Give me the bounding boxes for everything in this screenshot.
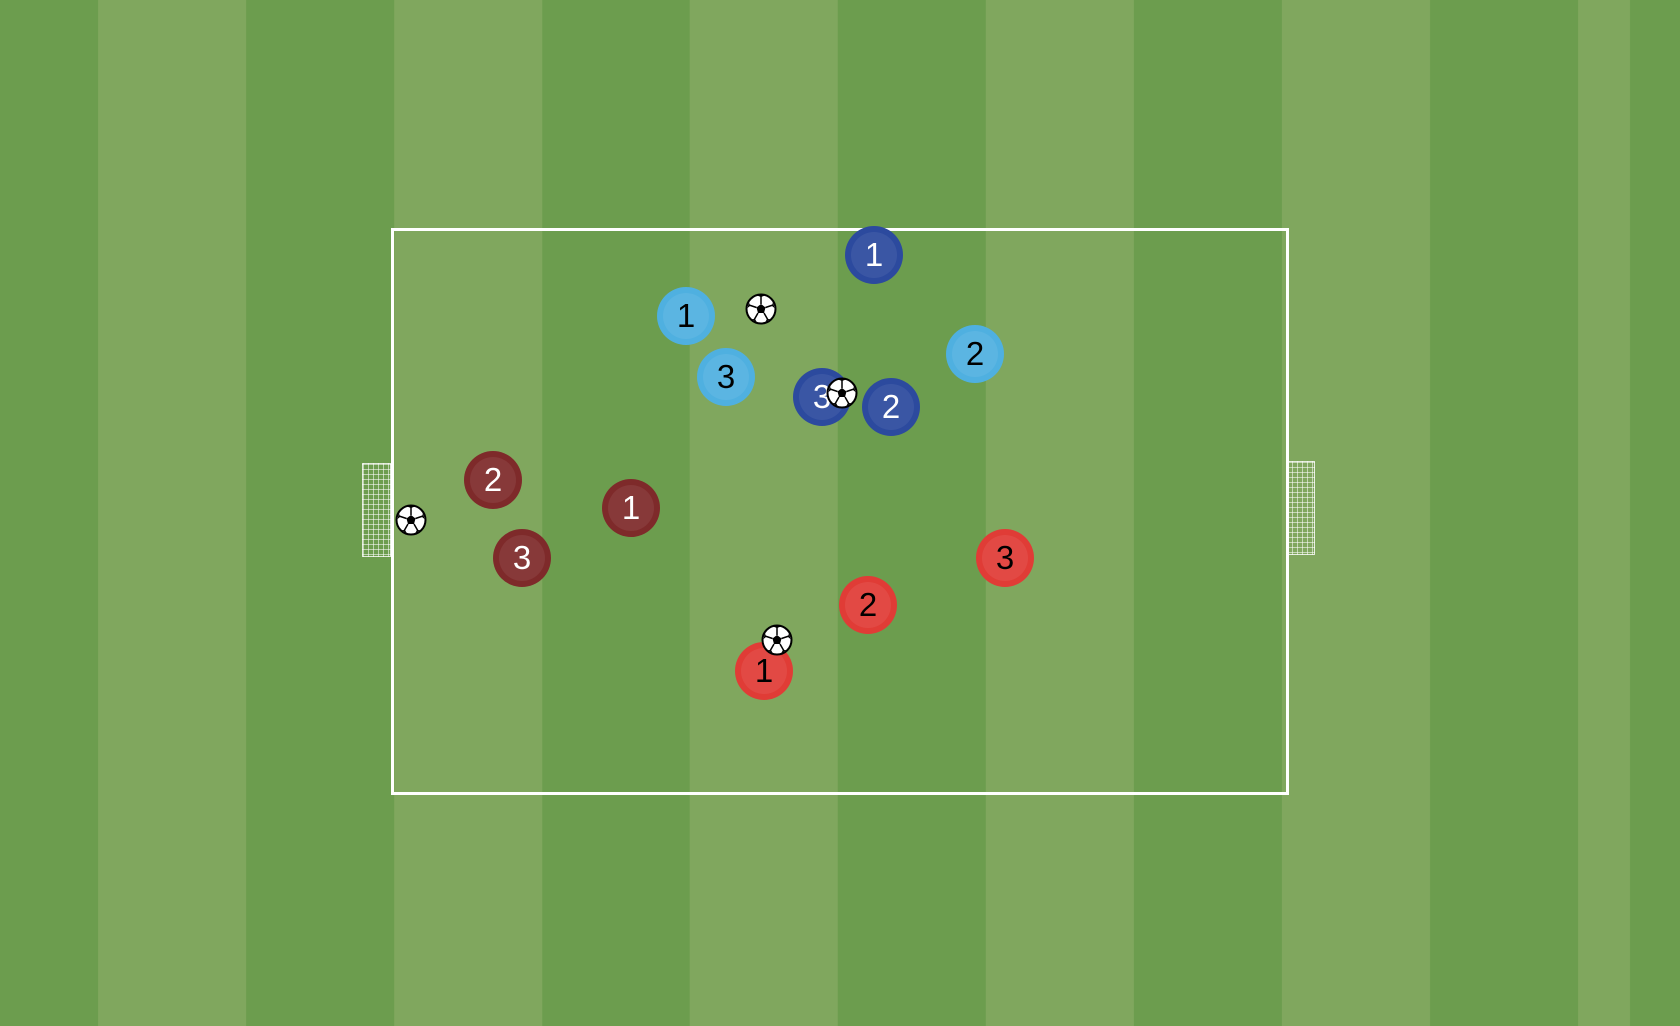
player-number: 1 bbox=[754, 652, 774, 689]
player-number: 2 bbox=[965, 335, 985, 372]
player-marker-maroon[interactable]: 3 bbox=[493, 529, 551, 587]
player-number: 1 bbox=[621, 489, 641, 526]
player-number: 2 bbox=[881, 388, 901, 425]
player-number: 3 bbox=[512, 539, 532, 576]
soccer-ball-icon[interactable] bbox=[745, 293, 777, 325]
player-marker-light-blue[interactable]: 2 bbox=[946, 325, 1004, 383]
player-marker-dark-blue[interactable]: 1 bbox=[845, 226, 903, 284]
soccer-ball-icon[interactable] bbox=[395, 504, 427, 536]
right-goal bbox=[1286, 461, 1315, 555]
player-number: 3 bbox=[995, 539, 1015, 576]
player-number: 2 bbox=[483, 461, 503, 498]
player-number: 1 bbox=[676, 297, 696, 334]
player-marker-red[interactable]: 3 bbox=[976, 529, 1034, 587]
player-marker-red[interactable]: 2 bbox=[839, 576, 897, 634]
player-marker-light-blue[interactable]: 3 bbox=[697, 348, 755, 406]
player-marker-light-blue[interactable]: 1 bbox=[657, 287, 715, 345]
player-number: 2 bbox=[858, 586, 878, 623]
pitch-boundary bbox=[391, 228, 1289, 795]
player-marker-maroon[interactable]: 1 bbox=[602, 479, 660, 537]
player-marker-dark-blue[interactable]: 2 bbox=[862, 378, 920, 436]
soccer-ball-icon[interactable] bbox=[761, 624, 793, 656]
soccer-ball-icon[interactable] bbox=[826, 377, 858, 409]
player-marker-maroon[interactable]: 2 bbox=[464, 451, 522, 509]
player-number: 1 bbox=[864, 236, 884, 273]
left-goal bbox=[362, 463, 391, 557]
player-number: 3 bbox=[812, 378, 832, 415]
player-number: 3 bbox=[716, 358, 736, 395]
